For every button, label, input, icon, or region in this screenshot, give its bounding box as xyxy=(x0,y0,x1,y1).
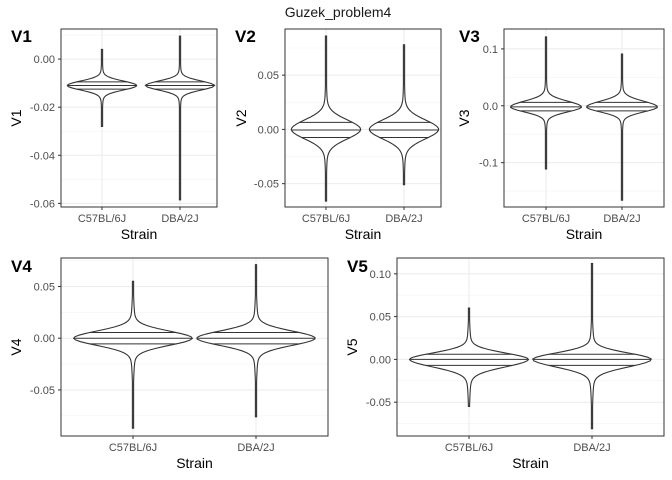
violin-c57bl-6j xyxy=(66,48,138,127)
y-tick-label: -0.05 xyxy=(254,179,279,191)
violin-dba-2j xyxy=(586,53,658,201)
y-axis-title: V2 xyxy=(233,109,249,126)
y-tick-label: 0.05 xyxy=(258,70,279,82)
panel-tag: V5 xyxy=(347,257,368,276)
y-tick-label: 0.00 xyxy=(258,124,279,136)
violin-outline xyxy=(196,264,316,418)
figure-title: Guzek_problem4 xyxy=(285,4,392,20)
x-tick-label: DBA/2J xyxy=(161,213,198,225)
violin-outline xyxy=(72,280,194,429)
x-axis-title: Strain xyxy=(566,226,603,242)
y-tick-label: 0.00 xyxy=(370,354,391,366)
panel-border xyxy=(60,28,218,208)
x-axis-title: Strain xyxy=(176,455,213,471)
y-axis-title: V4 xyxy=(8,338,24,355)
panel-background xyxy=(61,29,217,207)
y-tick-label: 0.0 xyxy=(483,101,498,113)
panel-tag: V3 xyxy=(459,27,480,46)
panel-border xyxy=(60,257,329,437)
y-tick-label: -0.05 xyxy=(366,397,391,409)
x-tick-label: C57BL/6J xyxy=(78,213,126,225)
violin-outline xyxy=(531,263,653,430)
panel-border xyxy=(503,28,665,208)
y-tick-label: -0.02 xyxy=(30,102,55,114)
y-tick-label: 0.1 xyxy=(483,44,498,56)
panel-background xyxy=(397,258,664,436)
violin-c57bl-6j xyxy=(408,307,530,408)
violin-dba-2j xyxy=(531,263,653,430)
x-tick-label: DBA/2J xyxy=(603,213,640,225)
violin-dba-2j xyxy=(368,44,440,186)
x-tick-label: DBA/2J xyxy=(385,213,422,225)
y-tick-label: 0.00 xyxy=(34,333,55,345)
violin-outline xyxy=(368,44,440,186)
y-tick-label: -0.05 xyxy=(30,385,55,397)
x-tick-label: DBA/2J xyxy=(573,442,610,454)
violin-c57bl-6j xyxy=(290,35,362,202)
panel-background xyxy=(61,258,328,436)
violin-outline xyxy=(408,307,530,408)
panel-tag: V4 xyxy=(11,257,32,276)
y-tick-label: 0.05 xyxy=(370,312,391,324)
panel-tag: V2 xyxy=(235,27,256,46)
y-tick-label: -0.1 xyxy=(479,158,498,170)
violin-c57bl-6j xyxy=(509,36,583,170)
violin-dba-2j xyxy=(196,264,316,418)
violin-outline xyxy=(290,35,362,202)
panel-border xyxy=(284,28,442,208)
x-tick-label: C57BL/6J xyxy=(522,213,570,225)
violin-outline xyxy=(509,36,583,170)
panel-v5: 0.10 0.05 0.00 -0.05 C57BL/6J DBA/2J Strain V5 V… xyxy=(344,257,665,471)
y-axis-title: V3 xyxy=(456,109,472,126)
violin-outline xyxy=(66,48,138,127)
panel-background xyxy=(504,29,664,207)
y-axis-title: V5 xyxy=(344,338,360,355)
x-tick-label: C57BL/6J xyxy=(302,213,350,225)
x-axis-title: Strain xyxy=(121,226,158,242)
y-axis-title: V1 xyxy=(8,109,24,126)
x-axis-title: Strain xyxy=(345,226,382,242)
y-tick-label: 0.00 xyxy=(34,54,55,66)
x-tick-label: C57BL/6J xyxy=(445,442,493,454)
x-tick-label: C57BL/6J xyxy=(109,442,157,454)
violin-dba-2j xyxy=(144,35,216,201)
panel-v4: 0.05 0.00 -0.05 C57BL/6J DBA/2J Strain V4 V4 xyxy=(8,257,329,471)
x-axis-title: Strain xyxy=(512,455,549,471)
y-tick-label: 0.10 xyxy=(370,269,391,281)
panel-tag: V1 xyxy=(11,27,32,46)
violin-c57bl-6j xyxy=(72,280,194,429)
y-tick-label: -0.06 xyxy=(30,198,55,210)
y-tick-label: 0.05 xyxy=(34,281,55,293)
violin-outline xyxy=(144,35,216,201)
panel-border xyxy=(396,257,665,437)
x-tick-label: DBA/2J xyxy=(237,442,274,454)
y-tick-label: -0.04 xyxy=(30,150,55,162)
